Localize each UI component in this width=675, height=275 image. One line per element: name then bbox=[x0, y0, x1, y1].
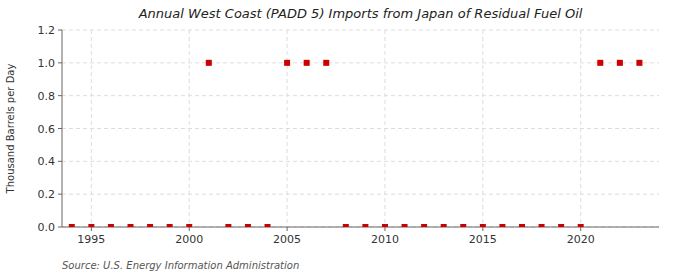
point bbox=[421, 224, 427, 227]
grid-line-y bbox=[62, 62, 659, 63]
point bbox=[167, 224, 173, 227]
x-tick-label: 2020 bbox=[567, 233, 595, 246]
grid-line-x bbox=[482, 30, 483, 227]
point bbox=[382, 224, 388, 227]
y-tick-label: 0.6 bbox=[38, 123, 56, 136]
point bbox=[88, 224, 94, 227]
point bbox=[636, 60, 642, 66]
grid-line-x bbox=[384, 30, 385, 227]
point bbox=[499, 224, 505, 227]
grid-line-x bbox=[287, 30, 288, 227]
points bbox=[69, 60, 643, 227]
x-tick bbox=[482, 227, 483, 231]
point bbox=[265, 224, 271, 227]
point bbox=[225, 224, 231, 227]
x-tick-label: 2005 bbox=[273, 233, 301, 246]
y-axis: 0.0 0.2 0.4 0.6 0.8 1.0 1.2 bbox=[38, 24, 63, 234]
x-tick bbox=[189, 227, 190, 231]
point bbox=[206, 60, 212, 66]
x-tick bbox=[287, 227, 288, 231]
grid-line-y bbox=[62, 128, 659, 129]
point bbox=[147, 224, 153, 227]
x-tick-label: 1995 bbox=[77, 233, 105, 246]
point bbox=[558, 224, 564, 227]
point bbox=[460, 224, 466, 227]
y-tick-label: 0.2 bbox=[38, 188, 56, 201]
point bbox=[578, 224, 584, 227]
title: Annual West Coast (PADD 5) Imports from … bbox=[138, 6, 583, 21]
chart-container: 1995 2000 2005 2010 2015 2020 0.0 0.2 0.4 0.6 0.8 1… bbox=[0, 0, 675, 275]
x-tick-label: 2000 bbox=[175, 233, 203, 246]
point bbox=[108, 224, 114, 227]
x-tick bbox=[580, 227, 581, 231]
point bbox=[323, 60, 329, 66]
point bbox=[284, 60, 290, 66]
grid-line-y bbox=[62, 194, 659, 195]
y-tick bbox=[58, 95, 62, 96]
y-tick bbox=[58, 30, 62, 31]
point bbox=[597, 60, 603, 66]
point bbox=[539, 224, 545, 227]
grid-line-y bbox=[62, 161, 659, 162]
y-tick bbox=[58, 194, 62, 195]
y-tick-label: 1.2 bbox=[38, 24, 56, 37]
grid-line-x bbox=[580, 30, 581, 227]
y-tick bbox=[58, 62, 62, 63]
point bbox=[304, 60, 310, 66]
x-tick-label: 2010 bbox=[371, 233, 399, 246]
grid-line-x bbox=[189, 30, 190, 227]
grid-line-x bbox=[91, 30, 92, 227]
y-tick bbox=[58, 161, 62, 162]
point bbox=[402, 224, 408, 227]
y-tick bbox=[58, 128, 62, 129]
point bbox=[480, 224, 486, 227]
x-tick bbox=[384, 227, 385, 231]
y-tick-label: 0.0 bbox=[38, 221, 56, 234]
y-tick-label: 0.8 bbox=[38, 90, 56, 103]
y-tick-label: 1.0 bbox=[38, 57, 56, 70]
source: Source: U.S. Energy Information Administ… bbox=[62, 260, 299, 271]
point bbox=[343, 224, 349, 227]
point bbox=[362, 224, 368, 227]
grid-line-y bbox=[62, 30, 659, 31]
point bbox=[519, 224, 525, 227]
x-tick-label: 2015 bbox=[469, 233, 497, 246]
y-tick-label: 0.4 bbox=[38, 155, 56, 168]
y-tick bbox=[58, 227, 62, 228]
background bbox=[0, 0, 675, 275]
point bbox=[186, 224, 192, 227]
point bbox=[128, 224, 134, 227]
point bbox=[245, 224, 251, 227]
x-axis: 1995 2000 2005 2010 2015 2020 bbox=[77, 227, 594, 246]
x-tick bbox=[91, 227, 92, 231]
grid bbox=[62, 30, 659, 227]
point bbox=[441, 224, 447, 227]
point bbox=[617, 60, 623, 66]
point bbox=[69, 224, 75, 227]
y-axis-label: Thousand Barrels per Day bbox=[5, 64, 16, 195]
grid-line-y bbox=[62, 95, 659, 96]
chart: 1995 2000 2005 2010 2015 2020 0.0 0.2 0.4 0.6 0.8 1… bbox=[0, 0, 675, 275]
